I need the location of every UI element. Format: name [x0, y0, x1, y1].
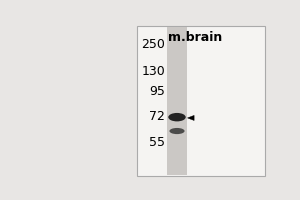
Text: 55: 55	[149, 136, 165, 149]
Ellipse shape	[168, 113, 186, 121]
Ellipse shape	[169, 128, 184, 134]
Bar	[137, 26, 266, 176]
Text: 250: 250	[142, 38, 165, 51]
Text: 72: 72	[149, 110, 165, 123]
Text: 130: 130	[142, 65, 165, 78]
Text: 95: 95	[149, 85, 165, 98]
Bar	[167, 27, 188, 175]
Text: m.brain: m.brain	[169, 31, 223, 44]
Polygon shape	[188, 115, 194, 120]
